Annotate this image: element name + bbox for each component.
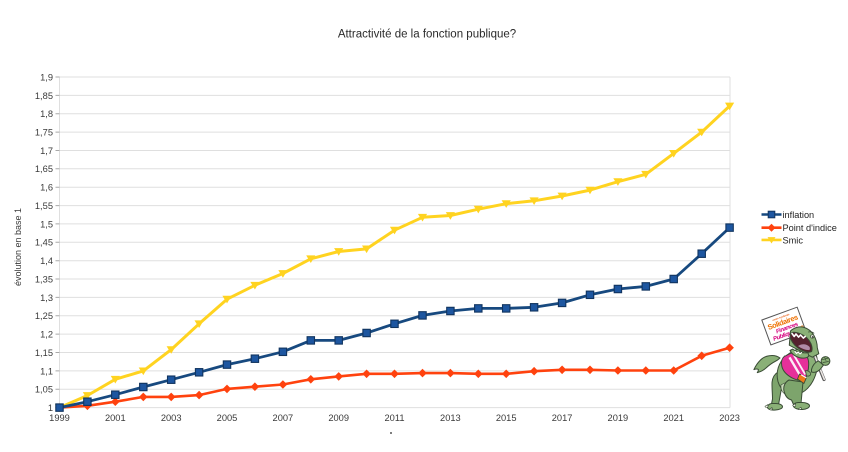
svg-text:2007: 2007 <box>273 413 294 423</box>
svg-text:Attractivité de la fonction pu: Attractivité de la fonction publique? <box>338 29 516 41</box>
svg-text:1,6: 1,6 <box>40 183 53 193</box>
svg-text:1,5: 1,5 <box>40 219 53 229</box>
svg-text:1,05: 1,05 <box>35 385 53 395</box>
svg-text:2011: 2011 <box>385 413 405 423</box>
svg-text:2005: 2005 <box>217 413 238 423</box>
svg-text:Smic: Smic <box>783 235 804 245</box>
svg-text:Point d'indice: Point d'indice <box>783 223 837 233</box>
svg-text:2017: 2017 <box>552 413 573 423</box>
svg-text:1999: 1999 <box>49 413 70 423</box>
svg-text:évolution en base 1: évolution en base 1 <box>13 208 23 286</box>
svg-text:1,3: 1,3 <box>40 293 53 303</box>
svg-text:1: 1 <box>48 403 53 413</box>
svg-text:1,55: 1,55 <box>35 201 53 211</box>
svg-text:1,15: 1,15 <box>35 348 53 358</box>
svg-text:2001: 2001 <box>105 413 126 423</box>
svg-text:2019: 2019 <box>608 413 629 423</box>
svg-text:1,45: 1,45 <box>35 238 53 248</box>
svg-text:1,35: 1,35 <box>35 274 53 284</box>
svg-text:1,9: 1,9 <box>40 72 53 82</box>
svg-text:1,7: 1,7 <box>40 146 53 156</box>
svg-text:2009: 2009 <box>328 413 349 423</box>
svg-text:1,25: 1,25 <box>35 311 53 321</box>
svg-text:1,8: 1,8 <box>40 109 53 119</box>
svg-text:1,65: 1,65 <box>35 164 53 174</box>
svg-text:2015: 2015 <box>496 413 517 423</box>
svg-text:1,85: 1,85 <box>35 91 53 101</box>
svg-text:inflation: inflation <box>783 210 815 220</box>
svg-text:2003: 2003 <box>161 413 182 423</box>
svg-text:1,1: 1,1 <box>40 366 53 376</box>
svg-text:1,4: 1,4 <box>40 256 53 266</box>
svg-text:2013: 2013 <box>440 413 461 423</box>
svg-text:2023: 2023 <box>719 413 740 423</box>
svg-text:union syndicale: union syndicale <box>772 313 791 322</box>
svg-text:1,2: 1,2 <box>40 330 53 340</box>
svg-text:1,75: 1,75 <box>35 128 53 138</box>
svg-text:2021: 2021 <box>663 413 684 423</box>
